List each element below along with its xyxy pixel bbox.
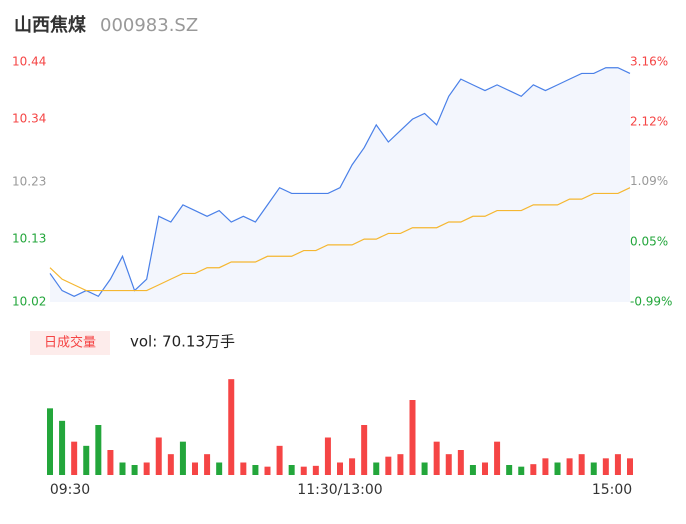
volume-bar <box>385 456 392 475</box>
y2-tick-label: 2.12% <box>630 115 668 129</box>
volume-bar <box>252 465 259 475</box>
volume-bar <box>445 454 452 475</box>
volume-bar <box>179 441 186 475</box>
y-tick-label: 10.23 <box>12 175 46 189</box>
volume-bar <box>300 466 307 475</box>
price-line <box>49 67 631 298</box>
x-tick-label: 15:00 <box>592 482 632 498</box>
volume-bar <box>337 462 343 475</box>
volume-bar <box>602 458 609 475</box>
volume-bar <box>119 462 126 475</box>
volume-bar <box>614 454 621 475</box>
volume-total: vol: 70.13万手 <box>130 333 235 351</box>
volume-bar <box>324 437 331 475</box>
volume-bar <box>518 466 525 475</box>
volume-bar <box>421 462 428 475</box>
volume-bar <box>566 458 573 475</box>
volume-tag: 日成交量 <box>44 335 96 351</box>
volume-bar <box>240 462 247 475</box>
volume-bar <box>228 379 235 475</box>
volume-bar <box>542 458 549 475</box>
y2-tick-label: 3.16% <box>630 55 668 69</box>
volume-bar <box>276 445 283 475</box>
volume-bar <box>312 465 319 475</box>
volume-bar <box>482 462 488 475</box>
volume-bar <box>264 466 271 475</box>
volume-bar <box>373 462 380 475</box>
volume-bar <box>530 464 537 475</box>
volume-tag-bg <box>30 331 110 355</box>
volume-bar <box>83 445 90 475</box>
volume-bar <box>397 454 404 475</box>
volume-bar <box>349 458 356 475</box>
volume-bar <box>155 437 162 475</box>
y-tick-label: 10.13 <box>12 232 46 246</box>
volume-bar <box>554 462 561 475</box>
volume-bar <box>95 425 102 475</box>
volume-bar <box>627 458 633 475</box>
y2-tick-label: -0.99% <box>630 295 672 309</box>
volume-bar <box>288 465 295 475</box>
volume-bar <box>506 465 513 475</box>
volume-bar <box>469 465 476 475</box>
volume-bar <box>167 454 174 475</box>
volume-bar <box>71 441 78 475</box>
y2-tick-label: 0.05% <box>630 234 668 248</box>
y-tick-label: 10.44 <box>12 55 46 69</box>
price-area <box>50 67 630 302</box>
volume-bar <box>192 462 198 475</box>
volume-bar <box>457 450 464 475</box>
stock-name: 山西焦煤 <box>14 14 86 36</box>
volume-bar <box>361 425 368 475</box>
volume-bar <box>107 450 114 475</box>
volume-bar <box>59 420 66 475</box>
y2-tick-label: 1.09% <box>630 174 668 188</box>
x-tick-label: 11:30/13:00 <box>297 482 382 498</box>
x-tick-label: 09:30 <box>50 482 90 498</box>
volume-bar <box>204 454 211 475</box>
volume-bar <box>143 462 150 475</box>
volume-bar <box>47 408 53 475</box>
volume-bar <box>578 454 585 475</box>
volume-bar <box>131 465 138 475</box>
volume-bar <box>590 462 597 475</box>
volume-bar <box>216 462 223 475</box>
volume-bar <box>409 400 416 475</box>
volume-bar <box>494 441 501 475</box>
volume-bar <box>433 441 440 475</box>
stock-code: 000983.SZ <box>100 15 198 36</box>
y-tick-label: 10.02 <box>12 295 46 309</box>
y-tick-label: 10.34 <box>12 112 46 126</box>
average-line <box>49 187 631 292</box>
